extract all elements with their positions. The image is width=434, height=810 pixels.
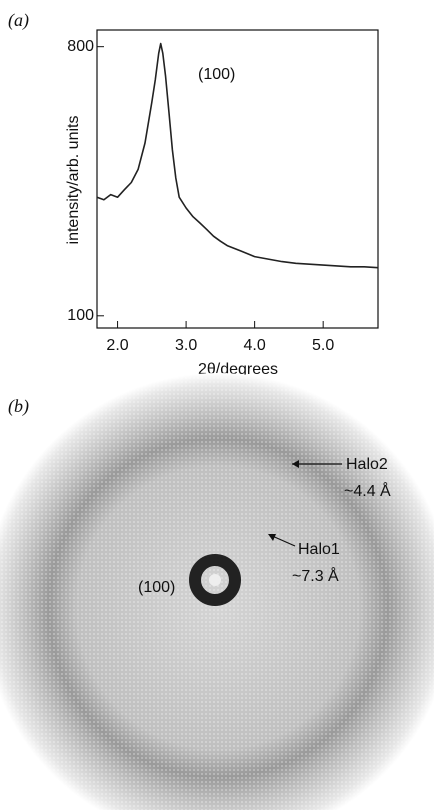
ring-100: [189, 554, 241, 606]
halo-spacing: ~7.3 Å: [292, 566, 339, 585]
x-tick-label: 5.0: [312, 337, 334, 354]
panel-label: (a): [8, 10, 29, 31]
beam-center: [209, 574, 221, 586]
y-axis-label: intensity/arb. units: [65, 116, 82, 245]
annotation: (100): [198, 66, 235, 83]
y-tick-label: 800: [67, 38, 94, 55]
arrow-head: [268, 534, 276, 541]
halo-spacing: ~4.4 Å: [344, 481, 391, 500]
halo-label: Halo1: [298, 541, 340, 558]
plot-frame: [96, 29, 379, 329]
y-tick-label: 100: [67, 307, 94, 324]
halftone: [0, 373, 434, 810]
x-tick-label: 3.0: [175, 337, 197, 354]
x-tick-label: 2.0: [106, 337, 128, 354]
x-tick-label: 4.0: [244, 337, 266, 354]
arrow-head: [292, 460, 299, 468]
ring-label: (100): [138, 579, 175, 596]
data-line: [96, 42, 379, 269]
panel-label: (b): [8, 396, 29, 417]
panel-b: (b) Halo2 ~4.4 Å Halo1 ~7.3 Å (100): [0, 373, 434, 810]
halo-label: Halo2: [346, 456, 388, 473]
